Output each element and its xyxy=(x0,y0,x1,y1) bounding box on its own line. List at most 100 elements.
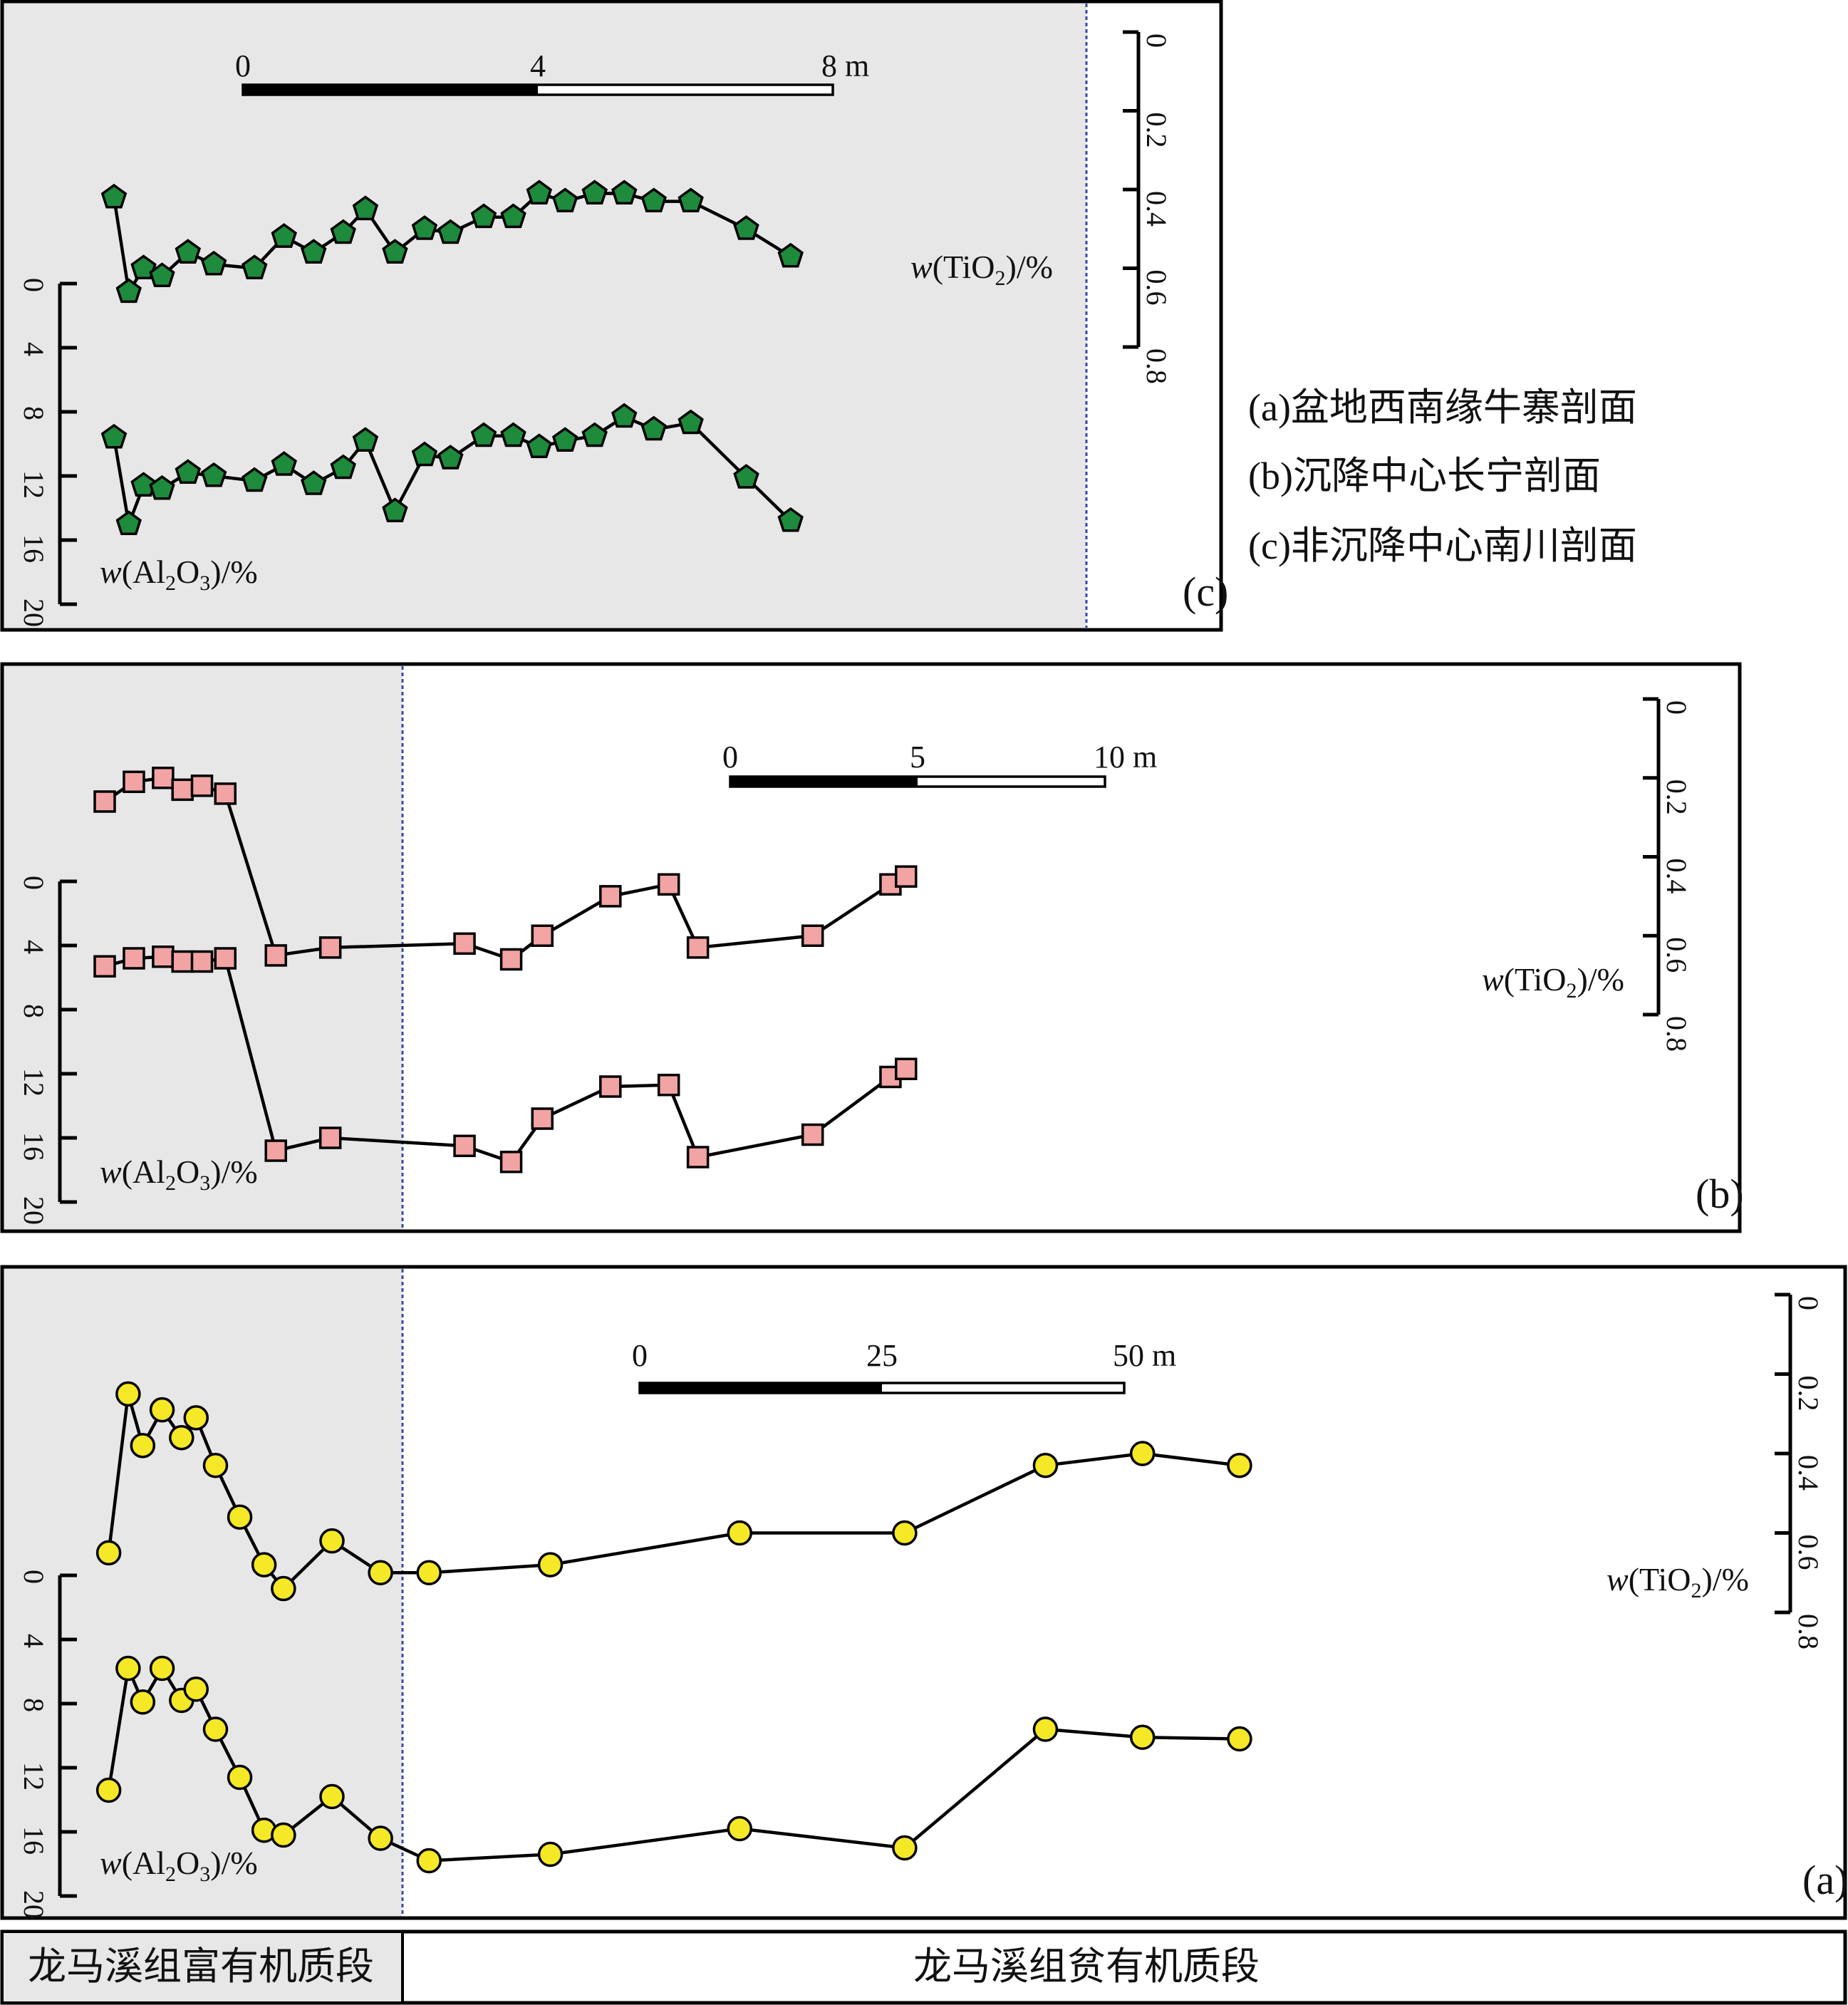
series-al2o3 xyxy=(100,403,804,536)
al2o3-tick-label: 4 xyxy=(18,940,50,954)
data-point xyxy=(100,183,128,209)
data-point xyxy=(130,1433,156,1459)
data-point xyxy=(1129,1724,1156,1750)
series-al2o3 xyxy=(93,945,918,1174)
axis-label-part: w xyxy=(100,1154,122,1190)
footer-poor-label: 龙马溪组贫有机质段 xyxy=(913,1945,1260,1988)
tio2-tick-label: 0.4 xyxy=(1792,1455,1824,1491)
data-point xyxy=(411,215,438,240)
data-point xyxy=(200,250,227,276)
al2o3-axis-label: w(Al2O3)/% xyxy=(100,1154,258,1195)
data-point xyxy=(537,1552,564,1577)
data-point xyxy=(227,1504,253,1530)
data-point xyxy=(271,1822,296,1848)
axis-label-part: 3 xyxy=(199,571,210,595)
scale-bar-fill xyxy=(243,85,538,95)
axis-label-part: )/% xyxy=(1577,961,1624,998)
al2o3-tick-label: 16 xyxy=(18,534,50,563)
data-point xyxy=(190,774,214,797)
data-point xyxy=(611,180,638,205)
axis-label-part: w xyxy=(100,554,122,590)
legend-item-b: (b)沉降中心长宁剖面 xyxy=(1248,455,1601,497)
data-point xyxy=(1032,1716,1059,1742)
panel-b: 0 5 10 m00.20.40.60.8w(TiO2)/%048121620w(A… xyxy=(0,662,1744,1233)
data-point xyxy=(1227,1726,1252,1752)
data-point xyxy=(214,782,237,805)
tio2-tick-label: 0 xyxy=(1141,33,1173,48)
data-point xyxy=(115,1655,141,1682)
data-point xyxy=(149,1655,175,1682)
data-point xyxy=(892,1835,918,1861)
scale-bar-fill xyxy=(730,777,918,787)
tio2-tick-label: 0.6 xyxy=(1792,1535,1824,1570)
data-point xyxy=(678,409,704,435)
data-point xyxy=(416,1560,442,1585)
tio2-tick-label: 0.4 xyxy=(1661,859,1693,894)
data-point xyxy=(537,1841,564,1867)
data-point xyxy=(382,497,408,523)
axis-label-part: 2 xyxy=(165,1862,176,1886)
tio2-tick-label: 0.8 xyxy=(1141,348,1173,384)
axis-label-part: O xyxy=(176,554,199,590)
data-point xyxy=(130,1689,156,1715)
axis-label-part: w xyxy=(1606,1561,1629,1597)
data-point xyxy=(382,239,408,264)
scale-bar-label: 10 m xyxy=(1094,740,1157,774)
data-point xyxy=(169,1424,194,1451)
panel-frame xyxy=(0,662,1742,1233)
data-point xyxy=(93,955,116,978)
axis-label-part: 2 xyxy=(1567,979,1577,1002)
axis-label-part: w xyxy=(910,249,933,285)
data-point xyxy=(171,950,194,973)
panel-frame xyxy=(0,0,1223,632)
data-point xyxy=(95,1777,122,1803)
axis-label-part: )/% xyxy=(210,1845,257,1881)
axis-label-part: (TiO xyxy=(1504,961,1567,998)
data-point xyxy=(319,1528,345,1554)
data-point xyxy=(115,278,142,304)
data-point xyxy=(499,1151,523,1174)
data-point xyxy=(352,195,379,221)
scale-bar-label: 50 m xyxy=(1113,1338,1176,1373)
data-point xyxy=(264,944,287,967)
al2o3-tick-label: 12 xyxy=(18,470,50,499)
legend-item-c: (c)非沉降中心南川剖面 xyxy=(1248,524,1637,567)
al2o3-tick-label: 20 xyxy=(18,1196,50,1225)
data-point xyxy=(301,470,327,495)
axis-label-part: (Al xyxy=(122,554,165,590)
data-point xyxy=(152,945,175,968)
data-point xyxy=(801,924,824,947)
al2o3-tick-label: 8 xyxy=(18,1004,50,1018)
data-point xyxy=(200,462,227,487)
tio2-axis-label: w(TiO2)/% xyxy=(1606,1561,1749,1602)
al2o3-tick-label: 16 xyxy=(18,1826,50,1855)
axis-label-part: w xyxy=(1482,961,1504,998)
axis-label-part: )/% xyxy=(1006,249,1053,285)
data-point xyxy=(727,1520,752,1546)
data-point xyxy=(599,885,622,908)
data-point xyxy=(531,1107,554,1130)
tio2-tick-label: 0.2 xyxy=(1661,779,1693,815)
data-point xyxy=(368,1825,393,1851)
scale-bar-label: 4 xyxy=(530,48,546,83)
footer-bar: 龙马溪组富有机质段 龙马溪组贫有机质段 xyxy=(0,1929,1847,2005)
footer-rich-label: 龙马溪组富有机质段 xyxy=(28,1945,374,1988)
tio2-axis-label: w(TiO2)/% xyxy=(910,249,1053,290)
rich-section-shade xyxy=(2,1267,403,1918)
data-point xyxy=(271,1575,296,1602)
data-point xyxy=(499,948,523,971)
data-point xyxy=(352,427,379,452)
al2o3-tick-label: 16 xyxy=(18,1132,50,1161)
data-point xyxy=(470,422,497,447)
data-point xyxy=(175,459,202,485)
data-point xyxy=(152,767,175,789)
tio2-tick-label: 0.6 xyxy=(1141,270,1173,306)
al2o3-tick-label: 12 xyxy=(18,1762,50,1791)
data-point xyxy=(801,1123,824,1146)
axis-label-part: )/% xyxy=(210,1154,257,1190)
al2o3-tick-label: 8 xyxy=(18,1698,50,1712)
data-point xyxy=(149,1397,175,1423)
axis-label-part: (Al xyxy=(122,1154,165,1190)
axis-label-part: O xyxy=(176,1845,199,1881)
